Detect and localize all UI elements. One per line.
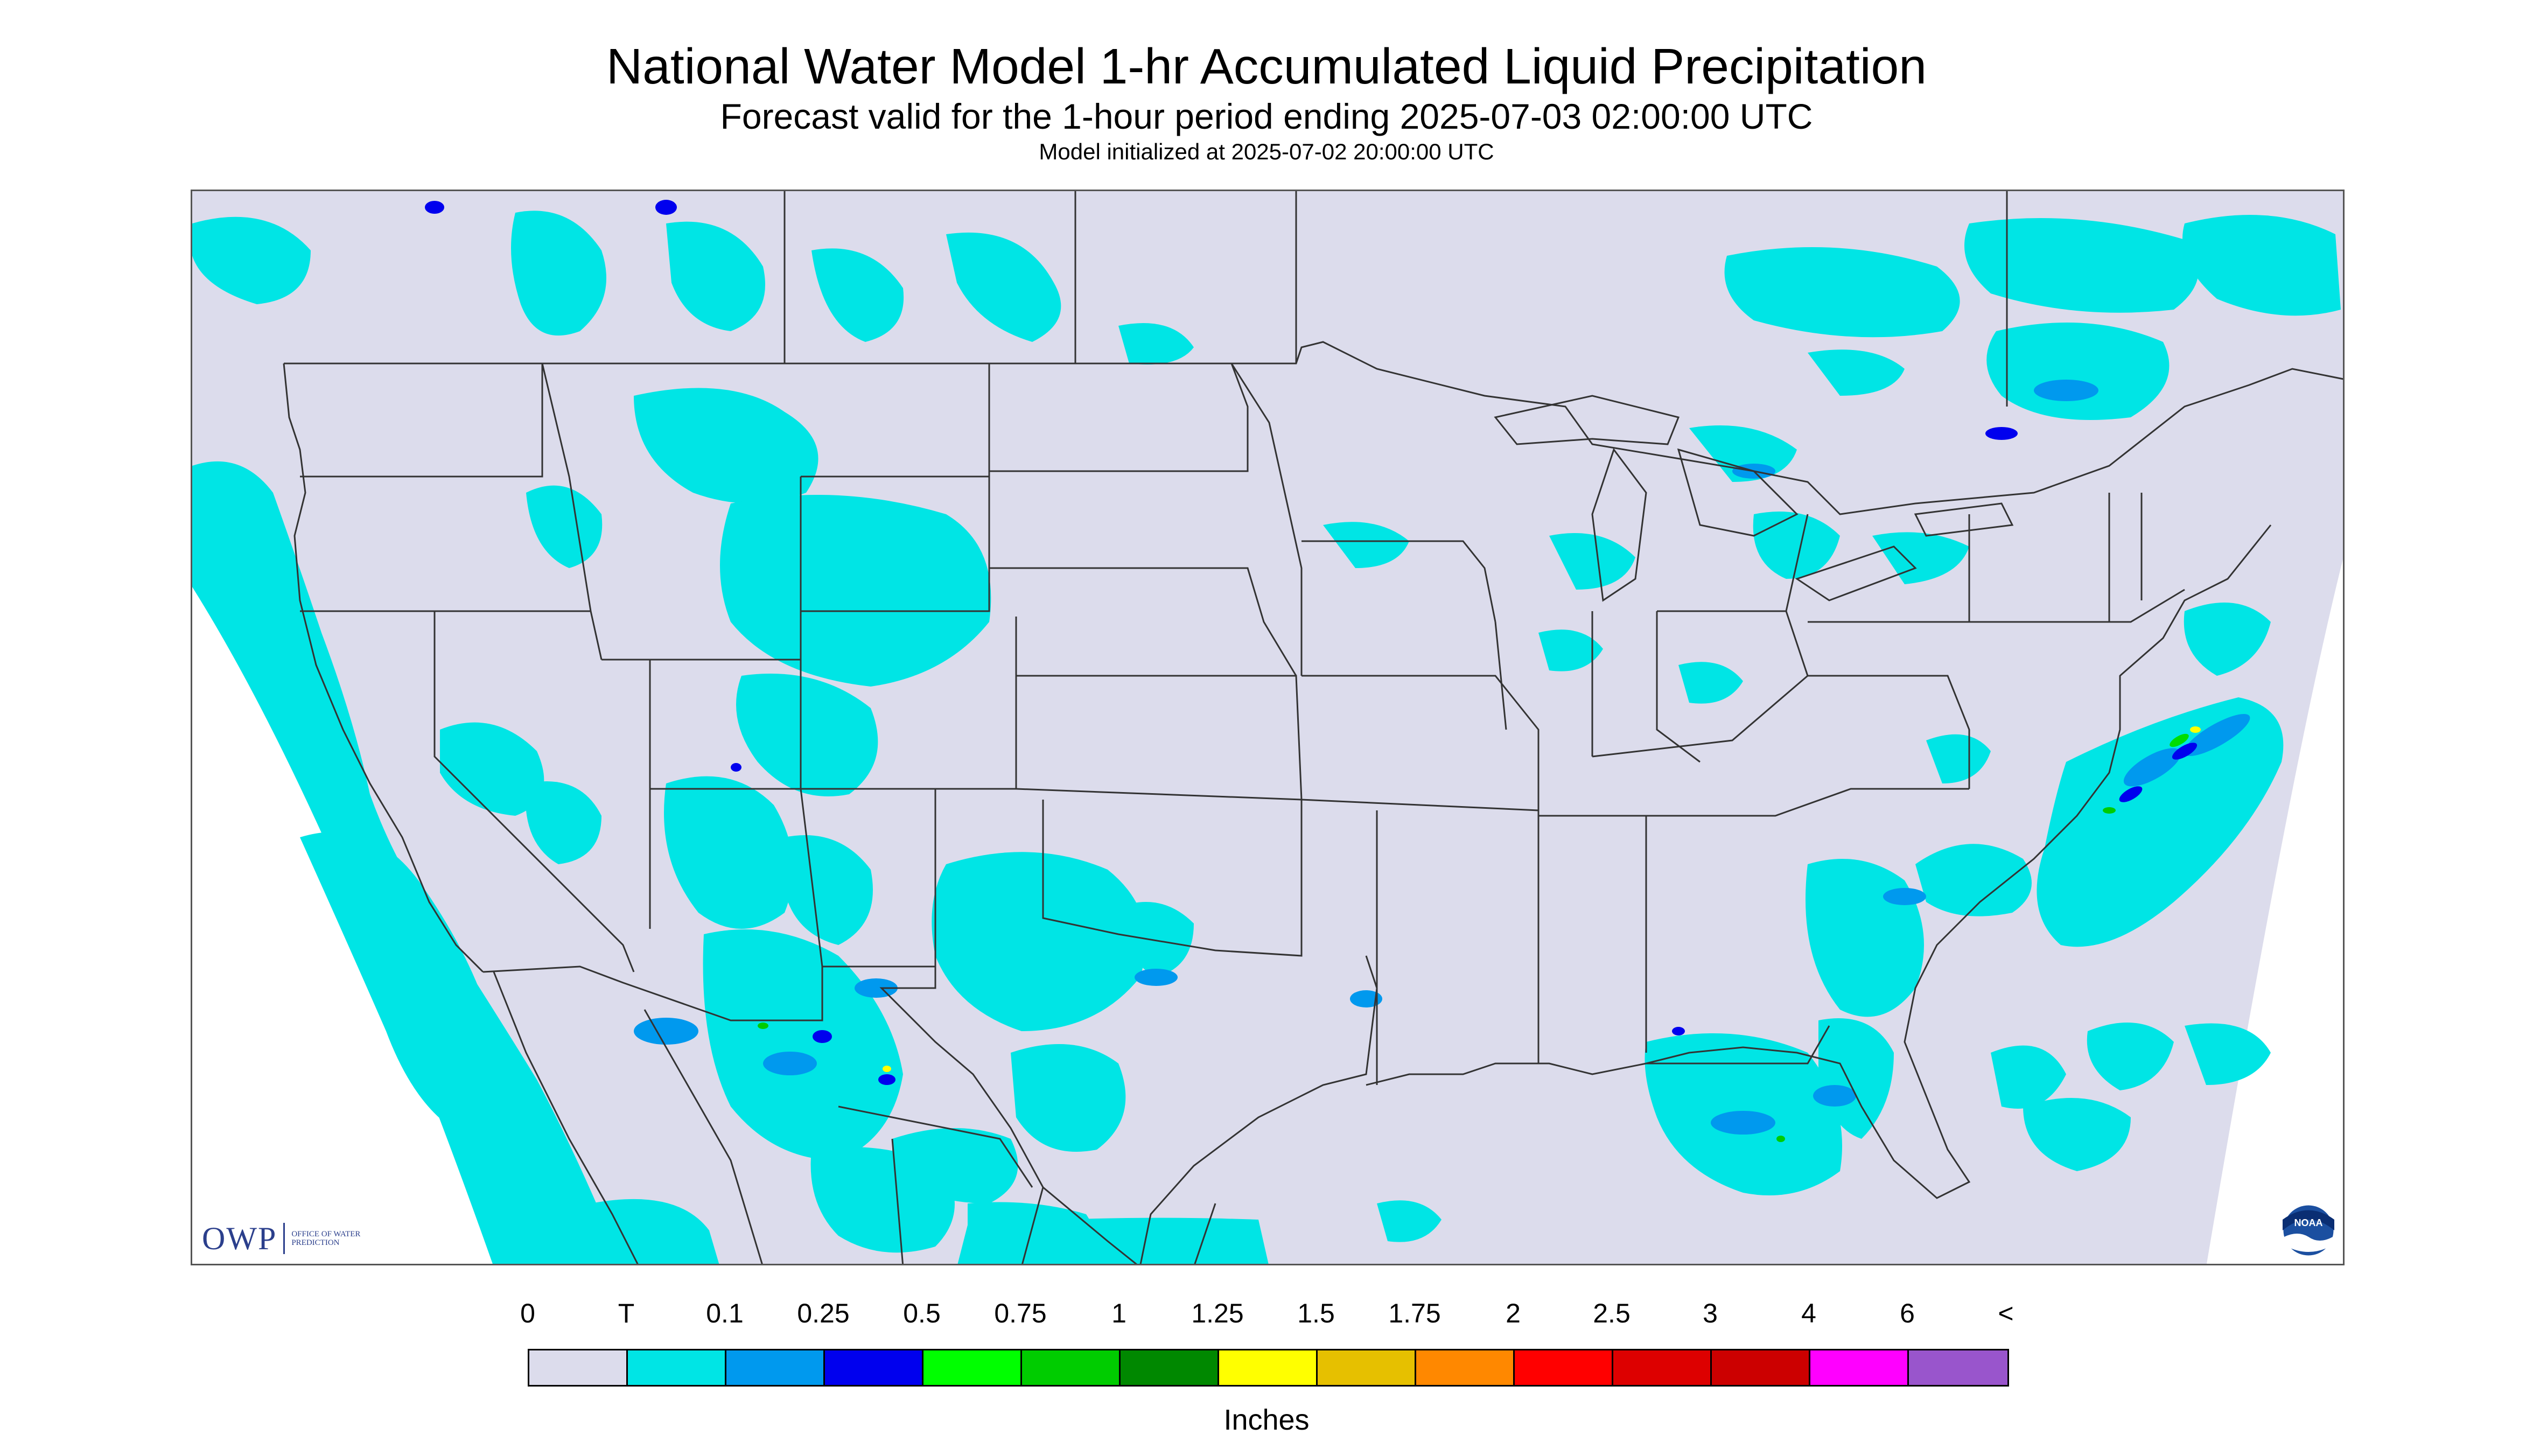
legend-swatch: [1515, 1350, 1613, 1385]
legend-tick-label: 0.5: [903, 1298, 941, 1328]
political-boundaries: [283, 191, 2343, 1264]
precipitation-color-legend: [528, 1349, 2009, 1387]
owp-logo-text: OWP: [202, 1220, 277, 1256]
precip-moderate-areas: [425, 200, 2198, 1085]
legend-swatch: [1219, 1350, 1318, 1385]
legend-swatch: [1909, 1350, 2007, 1385]
legend-swatch: [1712, 1350, 1810, 1385]
owp-logo-divider: [283, 1223, 285, 1254]
legend-tick-label: 2.5: [1593, 1298, 1631, 1328]
legend-swatch: [923, 1350, 1022, 1385]
legend-swatch: [1416, 1350, 1515, 1385]
precip-light-areas: [634, 380, 2250, 1135]
precip-heavy-areas: [758, 726, 2201, 1142]
legend-swatch: [1810, 1350, 1909, 1385]
legend-tick-label: 1.5: [1297, 1298, 1335, 1328]
owp-logo-subtext: OFFICE OF WATER PREDICTION: [291, 1230, 361, 1247]
legend-tick-label: T: [618, 1298, 635, 1328]
legend-swatch: [1022, 1350, 1121, 1385]
legend-tick-label: 2: [1506, 1298, 1521, 1328]
legend-tick-label: 0: [520, 1298, 535, 1328]
legend-swatch: [1318, 1350, 1416, 1385]
legend-swatch: [825, 1350, 923, 1385]
legend-tick-label: 1.75: [1388, 1298, 1441, 1328]
legend-units-label: Inches: [1223, 1404, 1310, 1436]
legend-swatch: [1613, 1350, 1712, 1385]
legend-tick-label: 3: [1703, 1298, 1718, 1328]
precipitation-map: OWP OFFICE OF WATER PREDICTION NOAA: [191, 190, 2345, 1265]
legend-tick-labels: 0 T 0.1 0.25 0.5 0.75 1 1.25 1.5 1.75 2 2.5 3 4 6 <: [520, 1298, 2014, 1335]
legend-swatch: [628, 1350, 726, 1385]
map-subtitle: Forecast valid for the 1-hour period end…: [720, 96, 1813, 136]
legend-tick-label: <: [1998, 1298, 2014, 1328]
legend-swatch: [726, 1350, 825, 1385]
legend-tick-label: 1: [1111, 1298, 1126, 1328]
noaa-logo-text: NOAA: [2294, 1217, 2323, 1228]
legend-swatch: [1121, 1350, 1219, 1385]
legend-tick-label: 0.25: [797, 1298, 850, 1328]
precip-trace-areas: [192, 211, 2341, 1264]
model-init-line: Model initialized at 2025-07-02 20:00:00…: [1039, 139, 1494, 164]
legend-tick-label: 1.25: [1191, 1298, 1244, 1328]
legend-tick-label: 6: [1900, 1298, 1915, 1328]
map-canvas: [192, 191, 2343, 1264]
legend-tick-label: 0.75: [994, 1298, 1047, 1328]
legend-tick-label: 4: [1801, 1298, 1816, 1328]
noaa-logo: NOAA: [2282, 1203, 2335, 1257]
legend-tick-label: 0.1: [706, 1298, 744, 1328]
owp-logo: OWP OFFICE OF WATER PREDICTION: [202, 1221, 367, 1256]
map-title: National Water Model 1-hr Accumulated Li…: [606, 38, 1927, 94]
legend-swatch: [529, 1350, 628, 1385]
